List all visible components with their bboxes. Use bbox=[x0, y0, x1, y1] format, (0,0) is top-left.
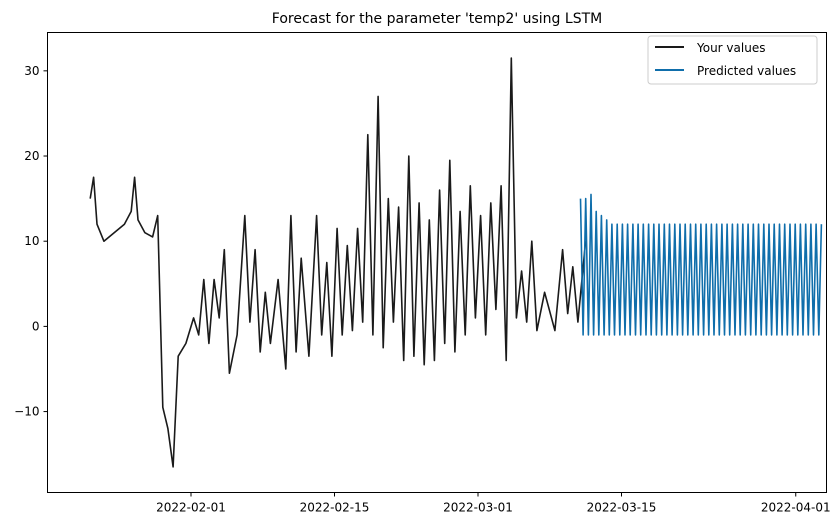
legend-label-your-values: Your values bbox=[696, 41, 765, 55]
axes-frame bbox=[47, 32, 827, 493]
y-tick-label: −10 bbox=[14, 405, 39, 419]
x-tick-label: 2022-03-01 bbox=[443, 501, 513, 515]
x-tick-label: 2022-02-15 bbox=[300, 501, 370, 515]
y-tick-label: 20 bbox=[24, 149, 39, 163]
series-line-predicted-values bbox=[579, 193, 823, 336]
legend: Your values Predicted values bbox=[647, 35, 818, 85]
y-axis: −10 0 10 20 30 bbox=[14, 64, 48, 419]
x-axis: 2022-02-01 2022-02-15 2022-03-01 2022-03-15… bbox=[156, 492, 831, 515]
legend-label-predicted-values: Predicted values bbox=[697, 64, 796, 78]
series-line-your-values bbox=[89, 57, 587, 468]
y-tick-label: 10 bbox=[24, 234, 39, 248]
x-tick-label: 2022-04-01 bbox=[761, 501, 831, 515]
legend-box bbox=[647, 35, 818, 85]
chart-title: Forecast for the parameter 'temp2' using… bbox=[272, 11, 602, 27]
plot-area bbox=[89, 57, 823, 468]
y-tick-label: 0 bbox=[32, 319, 40, 333]
x-tick-label: 2022-02-01 bbox=[156, 501, 226, 515]
y-tick-label: 30 bbox=[24, 64, 39, 78]
x-tick-label: 2022-03-15 bbox=[587, 501, 657, 515]
